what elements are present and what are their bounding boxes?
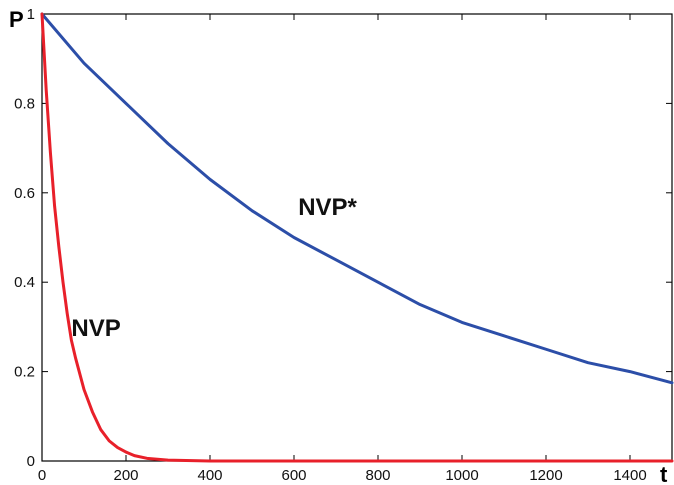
x-axis-label: t (660, 462, 668, 485)
x-tick-label: 400 (197, 467, 222, 484)
series-line-nvp (40, 12, 674, 463)
y-tick-label: 1 (27, 6, 35, 23)
series-annotations: NVP* NVP (71, 194, 357, 342)
axis-ticks (41, 13, 672, 462)
x-tick-label: 800 (365, 467, 390, 484)
y-tick-label: 0 (27, 453, 35, 470)
x-tick-label: 1400 (613, 467, 646, 484)
axis-tick-labels: 0 200 400 600 800 1000 1200 1400 0 0.2 0.4 0.6 0.8 1 (14, 6, 647, 484)
plot-border (41, 13, 673, 462)
y-tick-label: 0.4 (14, 274, 35, 291)
x-tick-label: 200 (113, 467, 138, 484)
x-tick-label: 1000 (445, 467, 478, 484)
y-tick-label: 0.2 (14, 364, 35, 381)
x-tick-label: 1200 (529, 467, 562, 484)
y-tick-label: 0.8 (14, 95, 35, 112)
x-tick-label: 600 (281, 467, 306, 484)
y-axis-label: P (9, 7, 24, 32)
series-annotation: NVP (71, 315, 120, 342)
x-tick-label: 0 (38, 467, 46, 484)
series-annotation: NVP* (298, 194, 357, 221)
y-tick-label: 0.6 (14, 185, 35, 202)
plot-frame (41, 13, 673, 462)
series-line-nvp (40, 12, 674, 385)
series-lines (40, 12, 674, 463)
